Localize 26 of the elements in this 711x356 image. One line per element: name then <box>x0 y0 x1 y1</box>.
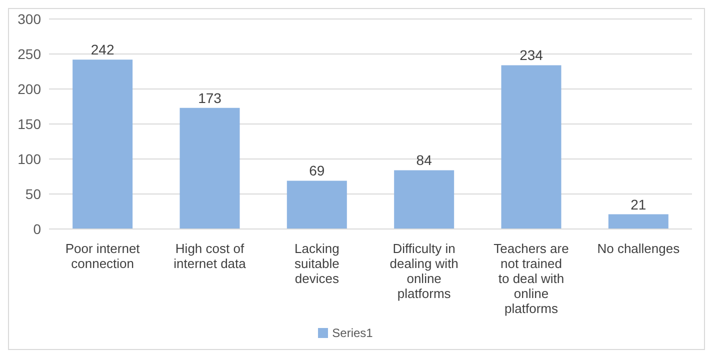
x-tick-label: High cost of internet data <box>174 241 247 271</box>
bar <box>180 108 240 229</box>
data-label: 173 <box>198 90 222 106</box>
y-tick-label: 300 <box>18 10 42 27</box>
y-tick-label: 150 <box>18 116 42 132</box>
bar <box>286 180 347 229</box>
bar <box>394 170 454 229</box>
x-tick-label: Poor internet connection <box>65 241 140 271</box>
x-tick-label: Difficulty in dealing with online platforms <box>390 241 458 301</box>
legend-label: Series1 <box>332 326 373 340</box>
bar <box>501 65 562 229</box>
data-label: 242 <box>90 42 114 58</box>
x-tick-label: Teachers are not trained to deal with online platforms <box>494 241 569 316</box>
data-label: 69 <box>309 162 325 179</box>
x-tick-label: No challenges <box>597 241 680 256</box>
bar <box>608 214 668 229</box>
data-label: 84 <box>416 152 432 168</box>
y-tick-label: 200 <box>18 80 42 97</box>
data-label: 234 <box>520 47 544 64</box>
x-tick-label: Lacking suitable devices <box>294 241 340 286</box>
y-tick-label: 0 <box>33 220 42 237</box>
y-tick-label: 50 <box>25 186 42 202</box>
y-tick-label: 250 <box>18 46 42 62</box>
y-tick-label: 100 <box>18 150 42 167</box>
data-label: 21 <box>630 196 646 212</box>
bar <box>72 60 133 229</box>
